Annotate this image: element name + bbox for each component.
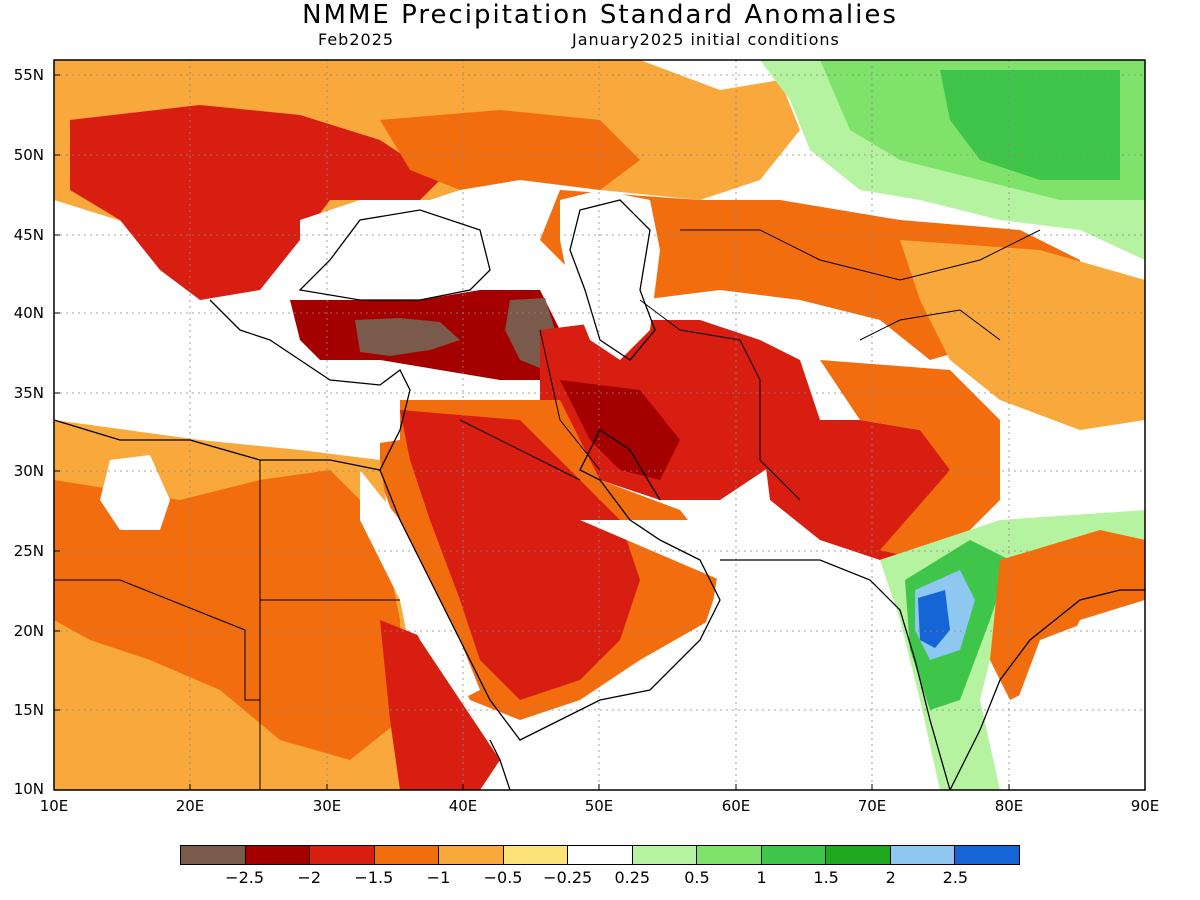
lat-tick-30n: 30N: [13, 462, 44, 480]
legend-swatch: [632, 846, 698, 864]
lon-tick-90e: 90E: [1130, 797, 1160, 815]
lat-tick-25n: 25N: [13, 542, 44, 560]
lat-tick-40n: 40N: [13, 304, 44, 322]
central-asia-yellow: [900, 240, 1145, 430]
lat-tick-10n: 10N: [13, 780, 44, 798]
sahara-white: [100, 455, 170, 530]
lon-tick-30e: 30E: [312, 797, 342, 815]
lon-tick-60e: 60E: [721, 797, 751, 815]
legend-swatch: [697, 846, 762, 864]
legend-label: 1: [756, 868, 767, 887]
iran-darkred: [560, 380, 680, 480]
legend-swatch: [374, 846, 440, 864]
lat-tick-50n: 50N: [13, 146, 44, 164]
lon-tick-10e: 10E: [39, 797, 69, 815]
graticule: [54, 60, 1145, 790]
legend-label: −2: [297, 868, 322, 887]
bengal-orange: [990, 530, 1145, 700]
lon-tick-40e: 40E: [448, 797, 478, 815]
coastlines: [53, 199, 1145, 791]
pakistan-orange: [820, 360, 1000, 560]
color-legend: [180, 845, 1020, 865]
legend-swatch: [890, 846, 956, 864]
legend-swatch: [245, 846, 311, 864]
legend-label: 2: [885, 868, 896, 887]
anomaly-field: [54, 60, 1145, 790]
chart-title: NMME Precipitation Standard Anomalies: [302, 0, 898, 30]
legend-swatch: [310, 846, 375, 864]
black-sea-white: [300, 200, 490, 300]
lon-tick-70e: 70E: [857, 797, 887, 815]
lat-tick-35n: 35N: [13, 384, 44, 402]
lon-tick-50e: 50E: [584, 797, 614, 815]
initial-conditions: January2025 initial conditions: [572, 30, 840, 49]
mediterranean-white: [54, 220, 400, 450]
legend-label: 0.5: [684, 868, 710, 887]
india-blue: [918, 590, 950, 648]
legend-label: 0.25: [614, 868, 651, 887]
africa-red: [380, 620, 500, 790]
legend-label: 1.5: [813, 868, 839, 887]
tick-marks: [54, 74, 1010, 790]
lon-tick-80e: 80E: [994, 797, 1024, 815]
legend-label: −0.25: [543, 868, 593, 887]
turkey-brown-region: [355, 318, 460, 356]
legend-label: −0.5: [483, 868, 523, 887]
legend-swatch: [568, 846, 633, 864]
bengal-white: [1000, 600, 1145, 790]
legend-swatch: [181, 846, 246, 864]
forecast-month: Feb2025: [318, 30, 395, 49]
lat-tick-20n: 20N: [13, 622, 44, 640]
legend-swatch: [439, 846, 504, 864]
lat-tick-45n: 45N: [13, 226, 44, 244]
legend-label: −1.5: [354, 868, 394, 887]
arabia-red: [400, 410, 640, 700]
legend-swatch: [826, 846, 891, 864]
legend-swatch: [761, 846, 827, 864]
lon-tick-20e: 20E: [175, 797, 205, 815]
legend-label: 2.5: [942, 868, 969, 887]
europe-red-region: [70, 105, 440, 300]
africa-orange-dark: [54, 470, 400, 760]
arabian-sea-white: [540, 520, 950, 790]
red-sea-white: [360, 470, 480, 700]
legend-label: −2.5: [225, 868, 265, 887]
siberia-green-dark: [940, 70, 1120, 180]
lat-tick-55n: 55N: [13, 66, 44, 84]
europe-red-east: [380, 110, 640, 190]
caspian-white: [560, 190, 660, 360]
legend-label: −1: [426, 868, 451, 887]
borders: [54, 229, 1041, 790]
lat-tick-15n: 15N: [13, 701, 44, 719]
legend-swatch: [955, 846, 1019, 864]
legend-swatch: [503, 846, 569, 864]
